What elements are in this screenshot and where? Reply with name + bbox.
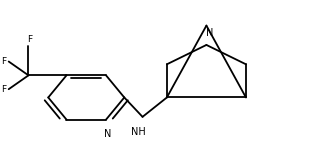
Text: N: N xyxy=(206,28,213,38)
Text: N: N xyxy=(104,129,111,139)
Text: F: F xyxy=(1,57,6,66)
Text: NH: NH xyxy=(131,127,145,136)
Text: F: F xyxy=(28,35,32,44)
Text: F: F xyxy=(1,85,6,94)
